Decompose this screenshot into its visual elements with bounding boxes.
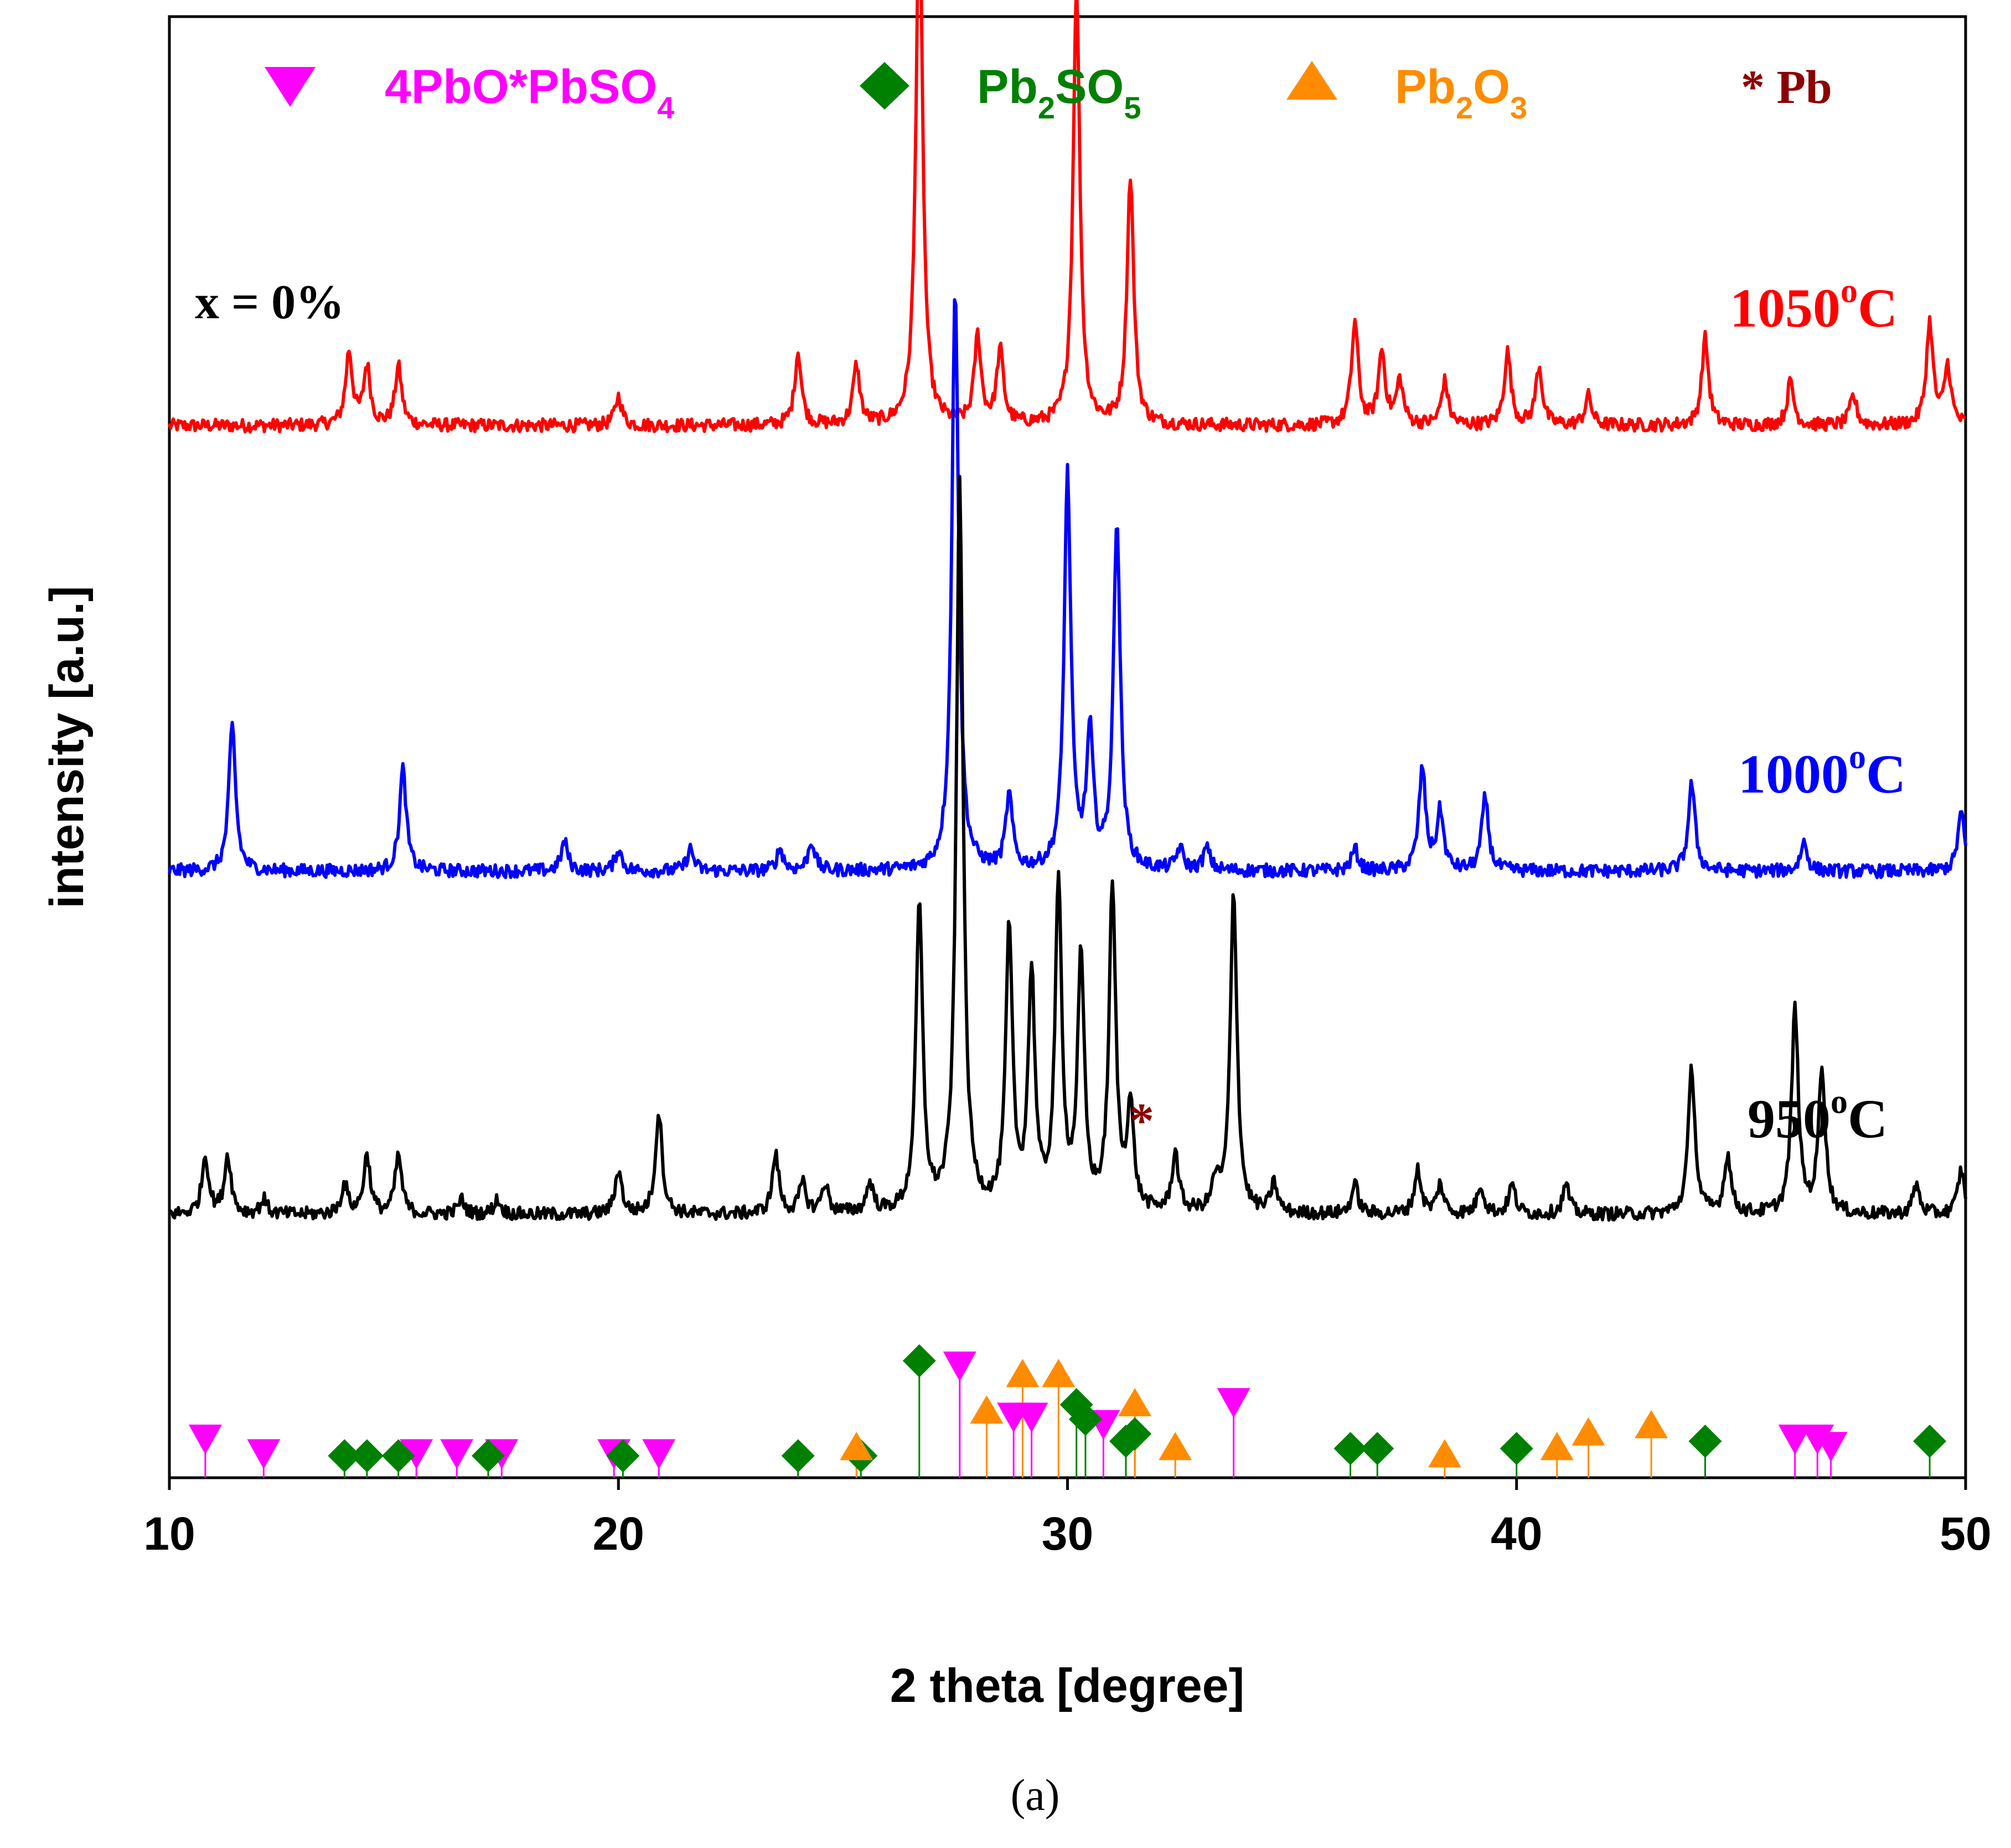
ref-marker-pb2so5 [350, 1439, 384, 1473]
ref-marker-pbo_pbso4 [440, 1439, 474, 1469]
ref-marker-pb2so5 [328, 1439, 361, 1473]
x-tick-label-10: 10 [143, 1508, 195, 1560]
ref-marker-pb2so5 [606, 1439, 640, 1473]
ref-marker-pb2so5 [1333, 1432, 1367, 1466]
ref-marker-pbo_pbso4 [642, 1439, 676, 1469]
ref-marker-pb2so5 [781, 1439, 815, 1473]
series-line-950 [168, 474, 1967, 1222]
ref-marker-pb2so5 [381, 1439, 415, 1473]
x-axis-title: 2 theta [degree] [890, 1659, 1244, 1712]
ref-marker-pb2so5 [1913, 1425, 1947, 1458]
ref-marker-pb2o3 [1042, 1359, 1076, 1388]
ref-marker-pb2o3 [840, 1432, 873, 1461]
series-line-1050 [168, 0, 1966, 434]
ref-marker-pb2so5 [902, 1344, 936, 1378]
legend-label-pb: * Pb [1741, 60, 1832, 113]
ref-marker-pbo_pbso4 [1778, 1425, 1812, 1454]
x-axis-ticks: 10 20 30 40 50 [143, 1478, 1992, 1560]
ref-marker-pb2so5 [1500, 1432, 1533, 1466]
legend-symbol-4pbo-pbso4 [265, 67, 316, 107]
ref-marker-pbo_pbso4 [1015, 1402, 1048, 1433]
ref-marker-pbo_pbso4 [247, 1439, 281, 1469]
series-label-950: 950oC [1748, 1083, 1888, 1150]
legend-symbol-pb2o3 [1286, 61, 1337, 100]
ref-marker-pb2o3 [1540, 1432, 1574, 1461]
x-tick-label-30: 30 [1042, 1508, 1093, 1560]
ref-marker-pbo_pbso4 [1217, 1388, 1250, 1418]
ref-marker-pb2o3 [1118, 1388, 1152, 1416]
series-line-1000 [168, 298, 1967, 879]
series-label-1050: 1050oC [1730, 272, 1898, 339]
ref-marker-pb2o3 [1635, 1410, 1668, 1438]
legend-label-4pbo-pbso4: 4PbO*PbSO4 [385, 60, 674, 125]
ref-marker-pb2o3 [1159, 1432, 1192, 1461]
ref-marker-pb2so5 [471, 1439, 505, 1473]
ref-marker-pb2o3 [970, 1395, 1004, 1424]
ref-marker-pbo_pbso4 [1814, 1432, 1848, 1462]
legend-symbol-pb2so5 [860, 62, 909, 110]
ref-marker-pbo_pbso4 [400, 1439, 433, 1469]
panel-label: (a) [1011, 1771, 1060, 1820]
x-tick-label-50: 50 [1940, 1508, 1991, 1560]
legend: 4PbO*PbSO4 Pb2SO5 Pb2O3 * Pb [265, 60, 1832, 125]
ref-marker-pb2o3 [1428, 1439, 1461, 1468]
y-axis-title: intensity [a.u.] [40, 586, 94, 909]
ref-marker-pbo_pbso4 [943, 1352, 976, 1381]
x-tick-label-20: 20 [593, 1508, 644, 1560]
legend-label-pb2o3: Pb2O3 [1395, 60, 1527, 125]
legend-label-pb2so5: Pb2SO5 [977, 60, 1141, 125]
ref-marker-pbo_pbso4 [188, 1425, 222, 1454]
plot-frame [168, 15, 1967, 1479]
reference-markers [188, 1344, 1947, 1473]
ref-marker-pb2so5 [1068, 1402, 1102, 1436]
ref-marker-pb2so5 [1688, 1425, 1722, 1458]
sample-annotation: x = 0% [195, 276, 344, 329]
ref-marker-pb2o3 [1006, 1359, 1040, 1388]
ref-marker-pb2so5 [1361, 1432, 1394, 1466]
ref-marker-pb2o3 [1571, 1417, 1605, 1446]
series-label-1000: 1000oC [1738, 738, 1906, 805]
pb-peak-marker: * [1129, 1094, 1154, 1148]
x-tick-label-40: 40 [1491, 1508, 1542, 1560]
ref-marker-pb2so5 [1118, 1417, 1152, 1451]
series-lines [168, 0, 1967, 1222]
